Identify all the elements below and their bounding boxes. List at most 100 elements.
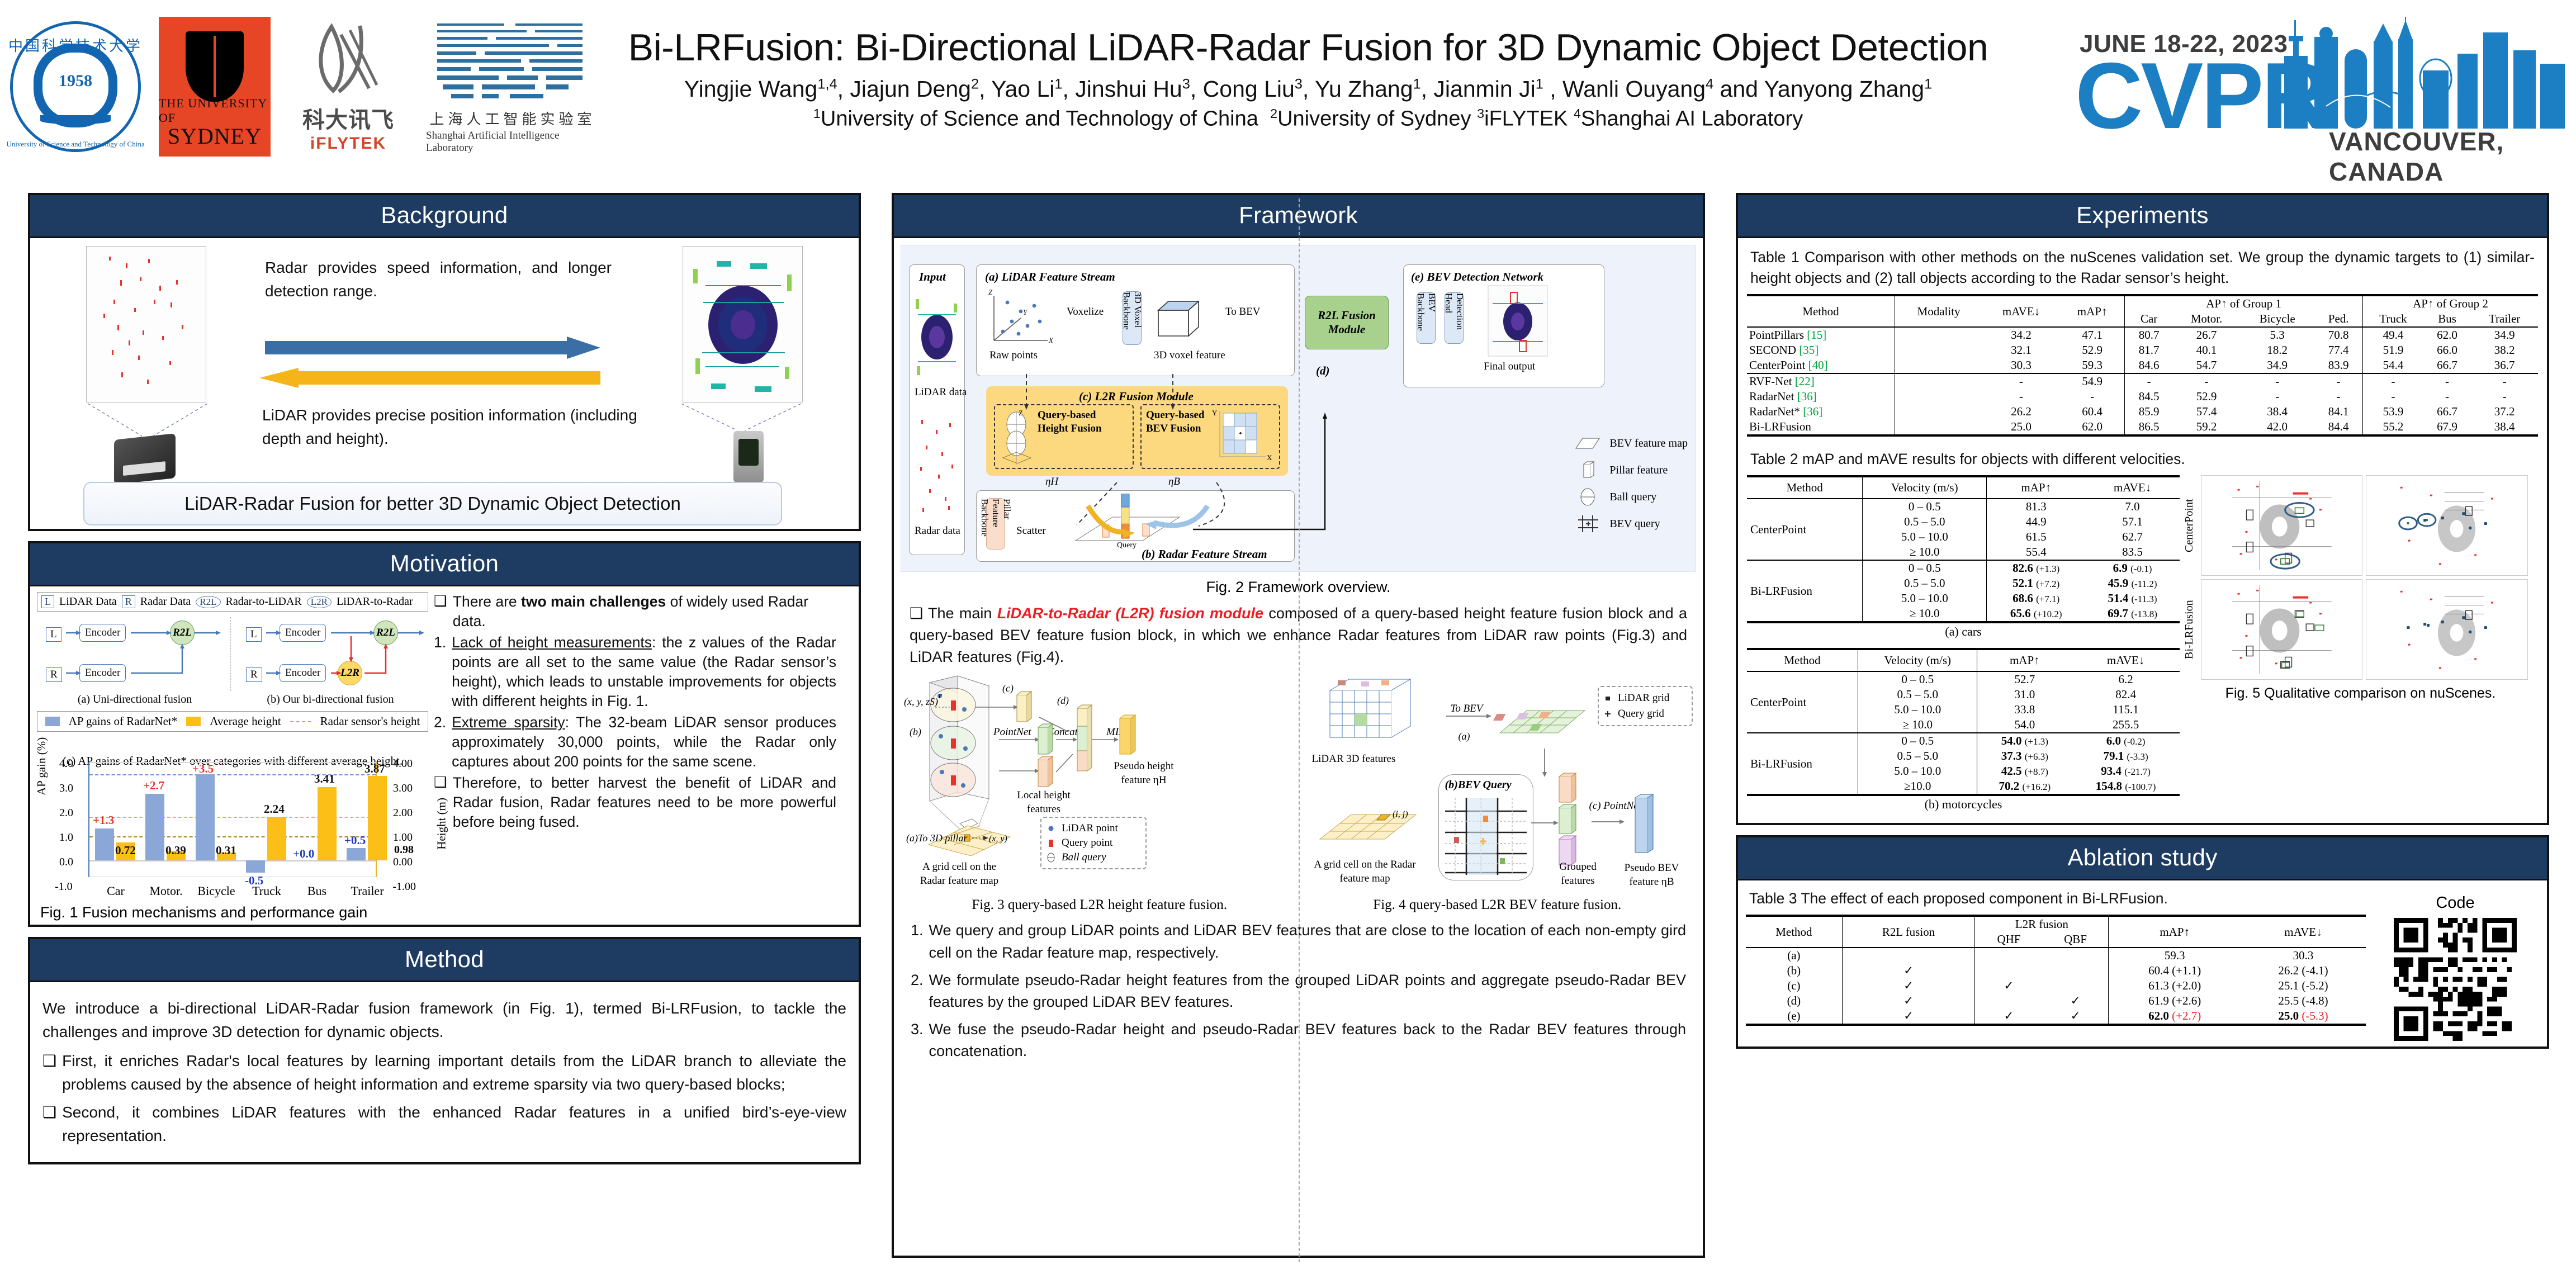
bar-label-ap-trailer: +0.5 xyxy=(344,834,366,847)
table-2-cell-map: 44.9 xyxy=(1986,514,2086,530)
legend-swatch-avg-height xyxy=(186,717,201,726)
ytick-left-2: 2.0 xyxy=(59,807,73,819)
table-row: 5.0 – 10.0 42.5 (+8.7) 93.4 (-21.7) xyxy=(1747,764,2180,779)
table-1-cell-map: 60.4 xyxy=(2082,405,2103,419)
ytick-right-5: -1.00 xyxy=(392,880,416,893)
motivation-bullet-1: ❑ There are two main challenges of widel… xyxy=(434,592,836,631)
bar-height-bicycle xyxy=(217,853,236,860)
table-1-header-bus: Bus xyxy=(2438,312,2456,326)
fw-final-output-label: Final output xyxy=(1484,361,1536,372)
legend-text-r: Radar Data xyxy=(140,595,191,608)
table-1-header-modality: Modality xyxy=(1894,295,1983,328)
lidar-point-cloud-image xyxy=(683,246,803,402)
lidar-grid-icon xyxy=(1606,697,1610,701)
legend-text-l2r: LiDAR-to-Radar xyxy=(337,595,413,608)
legend-tag-r2l: R2L xyxy=(196,595,221,608)
fig3-coord: (x, y, zS) xyxy=(904,696,938,708)
experiments-body: Table 1 Comparison with other methods on… xyxy=(1738,238,2547,823)
table-3-cell-qbf: ✓ xyxy=(2070,994,2081,1008)
table-row: Bi-LRFusion 0 – 0.5 54.0 (+1.3) 6.0 (-0.2) xyxy=(1747,733,2180,770)
table-2-cell-velocity: ≥ 10.0 xyxy=(1862,544,1987,561)
table-2b-header-mave: mAVE↓ xyxy=(2106,654,2145,667)
iflytek-chinese-name: 科大讯飞 xyxy=(302,107,394,133)
framework-step-3: 3. We fuse the pseudo-Radar height and p… xyxy=(911,1019,1686,1062)
fw-qbf-label: Query-based BEV Fusion xyxy=(1146,409,1205,434)
table-2-tables: Method Velocity (m/s) mAP↑ mAVE↓ CenterP… xyxy=(1747,475,2180,816)
chart-plot-area: +1.3 0.72 Car +2.7 0.39 Motor. +3.5 xyxy=(88,762,387,898)
table-3-header-qhf: QHF xyxy=(1974,932,2043,948)
table-2-cell-mave: 69.7 (-13.8) xyxy=(2108,607,2157,621)
table-1-cell-trailer: 34.9 xyxy=(2494,328,2515,342)
table-row: CenterPoint 0 – 0.5 52.7 6.2 xyxy=(1747,671,2180,709)
table-1-body: PointPillars [15] 34.2 47.1 80.7 26.7 5.3 70.8… xyxy=(1747,327,2538,436)
table-2-cell-velocity: ≥10.0 xyxy=(1858,779,1977,795)
framework-bullet-pre: The main xyxy=(928,605,997,622)
code-title: Code xyxy=(2436,894,2475,912)
table-3-cell-r2l xyxy=(1841,948,1975,964)
shlab-chinese-name: 上海人工智能实验室 xyxy=(429,111,596,128)
table-row: ≥10.0 70.2 (+16.2) 154.8 (-100.7) xyxy=(1747,779,2180,795)
query-grid-icon xyxy=(1605,711,1611,717)
qr-code-icon[interactable] xyxy=(2394,918,2517,1041)
citation-ref: [22] xyxy=(1794,375,1815,389)
citation-ref: [15] xyxy=(1807,328,1827,342)
table-1-cell-ped: - xyxy=(2336,375,2341,389)
table-2-cell-mave: 93.4 (-21.7) xyxy=(2101,764,2151,778)
bar-label-ap-motor: +2.7 xyxy=(143,779,165,792)
bar-label-ap-truck: -0.5 xyxy=(245,874,264,887)
fig4-grouped-label: Grouped features xyxy=(1559,861,1597,887)
table-row: 5.0 – 10.0 61.5 62.7 xyxy=(1747,529,2180,545)
table-1-header-method: Method xyxy=(1802,304,1839,318)
node-r-uni: R xyxy=(46,667,62,682)
table-row: PointPillars [15] 34.2 47.1 80.7 26.7 5.3 70.8… xyxy=(1747,327,2538,374)
caption-bi: (b) Our bi-directional fusion xyxy=(267,693,394,705)
framework-step-2-number: 2. xyxy=(911,971,924,988)
table-3-cell-map: 61.9 (+2.6) xyxy=(2108,993,2241,1009)
table-row: (a) 59.3 30.3 xyxy=(1746,948,2366,964)
panel-background: Background xyxy=(28,193,861,531)
fig4-arrow-grouped-icon xyxy=(1531,821,1559,826)
shanghai-ai-lab-logo: 上海人工智能实验室 Shanghai Artificial Intelligen… xyxy=(426,17,599,157)
fw-scatter-label: Scatter xyxy=(1016,525,1046,537)
table-3-cell-mave: 25.5 (-4.8) xyxy=(2278,994,2328,1008)
fig4-legend-item-0: LiDAR grid xyxy=(1603,690,1687,706)
table-2-cars: Method Velocity (m/s) mAP↑ mAVE↓ CenterP… xyxy=(1747,475,2180,623)
legend-swatch-sensor-height xyxy=(290,721,311,722)
bar-height-motor xyxy=(167,851,186,860)
table-1-cell-map: 47.1 xyxy=(2082,328,2103,342)
uni-arrows-icon xyxy=(66,631,221,675)
table-1-cell-method: SECOND [35] xyxy=(1749,343,1819,357)
table-1-cell-mave: - xyxy=(2019,390,2023,404)
iflytek-logo: 科大讯飞 iFLYTEK xyxy=(284,17,413,157)
table-2-cell-method: Bi-LRFusion xyxy=(1750,584,1812,598)
sydney-shield-icon xyxy=(186,31,244,102)
fw-voxel-backbone: 3D Voxel Backbone xyxy=(1121,291,1143,345)
iflytek-english-name: iFLYTEK xyxy=(310,134,387,153)
ytick-right-3: 1.00 xyxy=(393,831,413,844)
fig4-lidar3d-label: LiDAR 3D features xyxy=(1311,753,1396,765)
table-3-cell-r2l: ✓ xyxy=(1841,993,1975,1009)
code-section: Code xyxy=(2371,886,2539,1041)
fig4-bev-plane-icon xyxy=(1493,710,1585,733)
table-2-cell-mave: 6.0 (-0.2) xyxy=(2106,734,2146,748)
citation-ref: [35] xyxy=(1799,343,1819,357)
table-3-cell-map: 60.4 (+1.1) xyxy=(2108,963,2241,979)
table-1-cell-map: 54.9 xyxy=(2082,375,2103,389)
table-1-cell-car: 84.6 xyxy=(2124,358,2173,374)
table-1-cell-bus: 66.7 xyxy=(2437,405,2457,419)
table-1-cell-map: 59.3 xyxy=(2082,358,2103,372)
fig3-concat: Concat. xyxy=(1047,726,1081,738)
motivation-bullet-2: ❑ Therefore, to better harvest the benef… xyxy=(434,773,836,831)
fw-raw-points-label: Raw points xyxy=(989,349,1038,361)
iflytek-mark-icon xyxy=(319,23,378,93)
table-3-cell-qbf xyxy=(2043,978,2109,993)
table-1-cell-motor: 52.9 xyxy=(2196,390,2217,404)
fw-legend-item-bev-map: BEV feature map xyxy=(1574,430,1688,457)
table-2-cell-velocity: 0 – 0.5 xyxy=(1862,560,1987,576)
table-row: ≥ 10.0 65.6 (+10.2) 69.7 (-13.8) xyxy=(1747,606,2180,623)
table-2-cell-mave: 45.9 (-11.2) xyxy=(2108,576,2157,590)
motivation-item-1: 1. Lack of height measurements: the z va… xyxy=(434,633,836,711)
fw-legend-label-2: Ball query xyxy=(1609,490,1657,503)
chart-zero-line xyxy=(89,860,376,861)
poster-header: 中国科学技术大学 1958 University of Science and … xyxy=(0,0,2576,186)
